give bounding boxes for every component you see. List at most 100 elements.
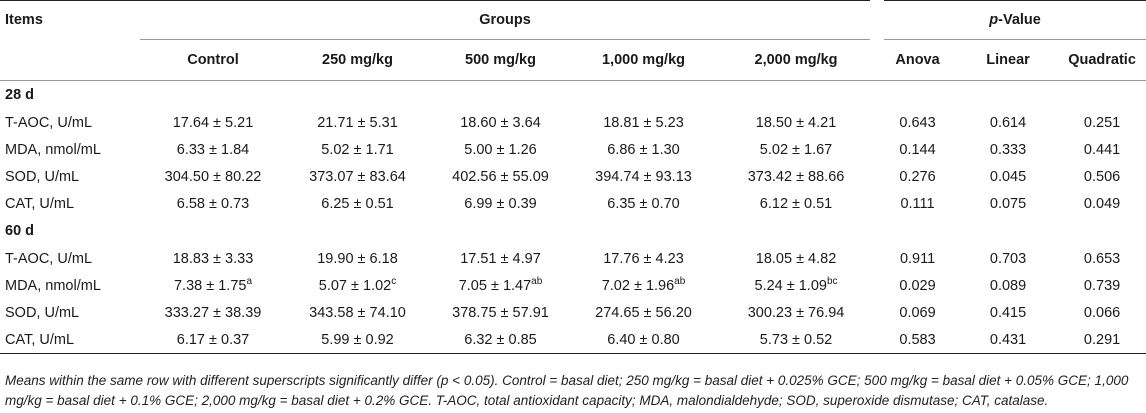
table-row: SOD, U/mL 304.50 ± 80.22 373.07 ± 83.64 … [0, 163, 1146, 190]
section-row: 60 d [0, 217, 1146, 245]
cell-500: 17.51 ± 4.97 [429, 245, 572, 272]
cell-value: 6.17 ± 0.37 [176, 331, 250, 348]
section-label: 60 d [5, 223, 35, 239]
cell-value: 19.90 ± 6.18 [317, 250, 398, 267]
cell-value: 17.51 ± 4.97 [460, 250, 541, 267]
cell-1000: 18.81 ± 5.23 [572, 109, 715, 136]
cell-value: 21.71 ± 5.31 [317, 114, 398, 131]
cell-control: 6.58 ± 0.73 [140, 190, 286, 217]
cell-value: 7.38 ± 1.75 [173, 277, 247, 294]
superscript-letter: ab [531, 275, 543, 287]
table-row: MDA, nmol/mL 7.38 ± 1.75a 5.07 ± 1.02c 7… [0, 272, 1146, 299]
cell-linear: 0.089 [989, 277, 1027, 294]
cell-value: 7.05 ± 1.47 [458, 277, 532, 294]
cell-value: 6.25 ± 0.51 [321, 195, 394, 212]
col-header-2000: 2,000 mg/kg [715, 39, 878, 81]
cell-value: 402.56 ± 55.09 [452, 168, 549, 185]
cell-quadratic: 0.066 [1083, 304, 1121, 321]
cell-value: 5.02 ± 1.67 [759, 141, 833, 158]
cell-linear: 0.333 [989, 141, 1027, 158]
cell-quadratic: 0.506 [1083, 168, 1121, 185]
cell-value: 6.99 ± 0.39 [464, 195, 537, 212]
cell-anova: 0.276 [899, 168, 936, 185]
cell-value: 274.65 ± 56.20 [595, 304, 692, 321]
row-item: SOD, U/mL [5, 304, 80, 321]
cell-value: 18.50 ± 4.21 [755, 114, 837, 131]
col-header-quadratic: Quadratic [1058, 39, 1146, 81]
cell-value: 378.75 ± 57.91 [452, 304, 549, 321]
row-item: MDA, nmol/mL [5, 277, 101, 294]
cell-quadratic: 0.653 [1083, 250, 1121, 267]
cell-quadratic: 0.251 [1083, 114, 1121, 131]
cell-value: 6.58 ± 0.73 [176, 195, 250, 212]
col-header-1000: 1,000 mg/kg [572, 39, 715, 81]
cell-value: 5.99 ± 0.92 [321, 331, 394, 348]
col-header-control: Control [140, 39, 286, 81]
cell-500: 18.60 ± 3.64 [429, 109, 572, 136]
cell-anova: 0.069 [899, 304, 936, 321]
section-row: 28 d [0, 81, 1146, 110]
cell-value: 5.07 ± 1.02 [318, 277, 392, 294]
col-header-anova: Anova [877, 39, 959, 81]
row-item: SOD, U/mL [5, 168, 80, 185]
cell-value: 6.12 ± 0.51 [759, 195, 833, 212]
cell-value: 300.23 ± 76.94 [747, 304, 845, 321]
cell-2000: 18.05 ± 4.82 [715, 245, 877, 272]
cell-linear: 0.075 [989, 195, 1027, 212]
cell-value: 18.60 ± 3.64 [460, 114, 541, 131]
cell-value: 7.02 ± 1.96 [601, 277, 675, 294]
cell-value: 6.40 ± 0.80 [607, 331, 680, 348]
cell-linear: 0.415 [989, 304, 1027, 321]
superscript-letter: bc [826, 275, 838, 287]
cell-control: 17.64 ± 5.21 [140, 109, 286, 136]
cell-value: 6.33 ± 1.84 [176, 141, 250, 158]
col-header-250: 250 mg/kg [286, 39, 429, 81]
col-header-500: 500 mg/kg [429, 39, 572, 81]
col-header-linear: Linear [958, 39, 1059, 81]
cell-value: 333.27 ± 38.39 [164, 304, 262, 321]
table-body: 28 d T-AOC, U/mL 17.64 ± 5.21 21.71 ± 5.… [0, 81, 1146, 354]
cell-500: 6.99 ± 0.39 [429, 190, 572, 217]
cell-value: 304.50 ± 80.22 [164, 168, 262, 185]
table-row: SOD, U/mL 333.27 ± 38.39 343.58 ± 74.10 … [0, 299, 1146, 326]
cell-value: 17.76 ± 4.23 [603, 250, 684, 267]
cell-anova: 0.583 [877, 326, 959, 354]
cell-linear: 0.703 [989, 250, 1027, 267]
header-row-1: Items Groups p-Value [0, 0, 1146, 40]
pvalue-italic: p [989, 12, 999, 28]
row-item: T-AOC, U/mL [5, 250, 93, 267]
cell-value: 394.74 ± 93.13 [595, 168, 692, 185]
row-item: MDA, nmol/mL [5, 141, 101, 158]
row-item: T-AOC, U/mL [5, 114, 93, 131]
cell-250: 19.90 ± 6.18 [286, 245, 429, 272]
cell-2000: 5.73 ± 0.52 [715, 326, 878, 354]
groups-header: Groups [140, 0, 878, 40]
cell-500: 378.75 ± 57.91 [429, 299, 572, 326]
row-item: CAT, U/mL [5, 195, 75, 212]
cell-250: 21.71 ± 5.31 [286, 109, 429, 136]
cell-value: 343.58 ± 74.10 [309, 304, 406, 321]
row-item: CAT, U/mL [0, 326, 140, 354]
superscript-letter: ab [674, 275, 686, 287]
table-row: CAT, U/mL 6.58 ± 0.73 6.25 ± 0.51 6.99 ±… [0, 190, 1146, 217]
cell-quadratic: 0.441 [1083, 141, 1121, 158]
cell-250: 5.99 ± 0.92 [286, 326, 429, 354]
cell-1000: 17.76 ± 4.23 [572, 245, 715, 272]
cell-500: 6.32 ± 0.85 [429, 326, 572, 354]
cell-500: 5.00 ± 1.26 [429, 136, 572, 163]
cell-anova: 0.144 [899, 141, 936, 158]
table-footnote: Means within the same row with different… [5, 373, 1129, 408]
pvalue-header: p-Value [877, 0, 1146, 40]
cell-250: 373.07 ± 83.64 [286, 163, 429, 190]
cell-250: 6.25 ± 0.51 [286, 190, 429, 217]
results-table: Items Groups p-Value Control 250 mg/kg 5… [0, 0, 1146, 354]
cell-value: 6.32 ± 0.85 [464, 331, 537, 348]
cell-value: 5.00 ± 1.26 [464, 141, 537, 158]
cell-control: 333.27 ± 38.39 [140, 299, 286, 326]
cell-control: 6.17 ± 0.37 [140, 326, 286, 354]
cell-anova: 0.911 [899, 250, 936, 267]
cell-250: 5.02 ± 1.71 [286, 136, 429, 163]
items-header-spacer [0, 39, 140, 81]
cell-quadratic: 0.739 [1083, 277, 1121, 294]
